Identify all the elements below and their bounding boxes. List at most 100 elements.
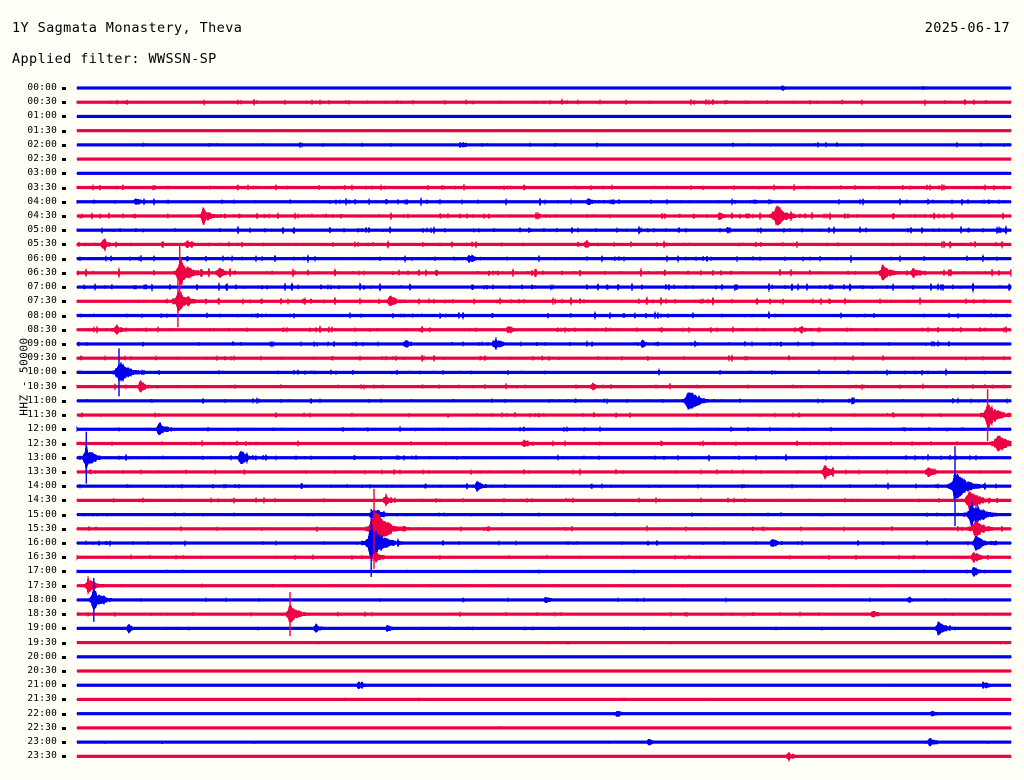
time-tick [62, 200, 66, 204]
trace-baseline [77, 200, 1011, 204]
trace-baseline [77, 427, 1011, 431]
trace-baseline [77, 342, 1011, 346]
time-tick [62, 385, 66, 389]
time-tick [62, 428, 66, 432]
trace-baseline [77, 441, 1011, 446]
time-tick [62, 627, 66, 631]
time-label: 16:00 [27, 537, 57, 549]
time-tick [62, 314, 66, 318]
time-tick [62, 214, 66, 218]
time-tick [62, 542, 66, 546]
time-label: 13:00 [27, 451, 57, 463]
time-tick [62, 101, 66, 105]
time-label: 19:00 [27, 622, 57, 634]
time-label: 03:00 [27, 167, 57, 179]
trace-baseline [77, 484, 1011, 488]
applied-filter-label: Applied filter: WWSSN-SP [12, 51, 217, 67]
time-tick [62, 598, 66, 602]
time-axis: 00:00 00:30 01:00 01:30 02:00 02:30 03:00 03:30… [0, 78, 77, 768]
trace-baseline [77, 612, 1011, 616]
trace-baseline [77, 712, 1011, 716]
trace-baseline [77, 413, 1011, 417]
trace-baseline [77, 171, 1011, 175]
trace-baseline [77, 569, 1011, 574]
time-tick [62, 584, 66, 588]
time-tick [62, 371, 66, 375]
time-label: 12:00 [27, 423, 57, 435]
time-label: 00:00 [27, 82, 57, 93]
trace-baseline [77, 598, 1011, 602]
trace-baseline [77, 456, 1011, 460]
trace-baseline [77, 683, 1011, 687]
time-label: 07:30 [27, 295, 57, 307]
trace-baseline [77, 271, 1011, 275]
time-label: 15:00 [27, 508, 57, 520]
trace-baseline [77, 157, 1011, 161]
trace-baseline [77, 313, 1011, 318]
time-label: 21:30 [27, 693, 57, 705]
time-tick [62, 143, 66, 147]
time-tick [62, 726, 66, 730]
time-tick [62, 556, 66, 560]
trace-baseline [77, 86, 1011, 90]
time-tick [62, 399, 66, 403]
trace-baseline [77, 185, 1011, 190]
time-tick [62, 755, 66, 759]
time-label: 10:00 [27, 366, 57, 378]
time-tick [62, 414, 66, 418]
time-label: 04:30 [27, 209, 57, 221]
time-label: 01:30 [27, 124, 57, 136]
time-tick [62, 698, 66, 702]
trace-baseline [77, 754, 1011, 758]
time-label: 01:00 [27, 110, 57, 122]
time-label: 19:30 [27, 636, 57, 648]
time-label: 07:00 [27, 281, 57, 293]
trace-baseline [77, 498, 1011, 502]
time-label: 23:00 [27, 736, 57, 748]
time-label: 09:00 [27, 337, 57, 349]
time-label: 02:00 [27, 138, 57, 150]
time-tick [62, 470, 66, 474]
clipped-spike [93, 577, 95, 622]
trace-baseline [77, 697, 1011, 702]
trace-baseline [77, 328, 1011, 332]
trace-baseline [77, 655, 1011, 659]
trace-baseline [77, 299, 1011, 303]
trace-baseline [77, 584, 1011, 588]
time-tick [62, 684, 66, 688]
time-tick [62, 328, 66, 332]
time-label: 17:30 [27, 579, 57, 591]
time-label: 06:00 [27, 252, 57, 264]
trace-baseline [77, 740, 1011, 744]
trace-baseline [77, 370, 1011, 374]
trace-baseline [77, 669, 1011, 673]
clipped-spike [370, 509, 372, 577]
time-label: 11:30 [27, 409, 57, 421]
trace-baseline [77, 100, 1011, 104]
trace-baseline [77, 385, 1011, 389]
time-label: 15:30 [27, 522, 57, 534]
seismogram-plot [0, 78, 1024, 768]
time-label: 05:00 [27, 224, 57, 236]
time-label: 11:00 [27, 394, 57, 406]
time-tick [62, 456, 66, 460]
time-tick [62, 527, 66, 531]
time-label: 16:30 [27, 551, 57, 563]
time-tick [62, 186, 66, 190]
trace-baseline [77, 285, 1011, 289]
trace-baseline [77, 143, 1011, 147]
trace-baseline [77, 399, 1011, 403]
trace-baseline [77, 242, 1011, 247]
time-label: 10:30 [27, 380, 57, 392]
time-tick [62, 129, 66, 133]
trace-baseline [77, 129, 1011, 133]
time-tick [62, 741, 66, 745]
time-tick [62, 243, 66, 247]
trace-baseline [77, 541, 1011, 545]
time-tick [62, 158, 66, 162]
time-label: 22:30 [27, 721, 57, 733]
time-label: 18:30 [27, 608, 57, 620]
trace-baseline [77, 257, 1011, 261]
seismogram-canvas [76, 85, 1012, 763]
time-label: 04:00 [27, 195, 57, 207]
